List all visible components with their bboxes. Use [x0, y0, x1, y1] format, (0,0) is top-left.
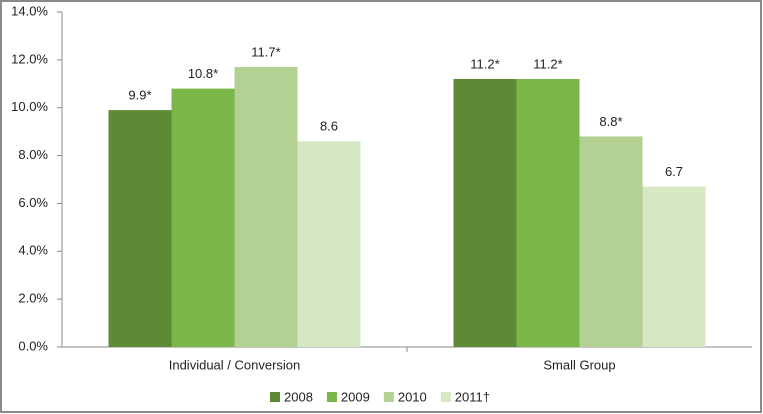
bar: [453, 79, 517, 347]
value-label: 9.9*: [128, 88, 151, 103]
bar: [297, 141, 361, 347]
y-tick-label: 2.0%: [18, 291, 48, 306]
bar: [171, 88, 235, 348]
value-label: 8.6: [320, 119, 338, 134]
bar: [579, 136, 643, 347]
y-tick-label: 8.0%: [18, 147, 48, 162]
bar: [234, 67, 298, 348]
x-tick-label: Small Group: [543, 357, 615, 372]
legend-label: 2008: [284, 389, 313, 404]
legend-label: 2010: [398, 389, 427, 404]
value-label: 11.2*: [470, 56, 499, 71]
y-tick-label: 6.0%: [18, 195, 48, 210]
legend-label: 2009: [341, 389, 370, 404]
value-label: 10.8*: [188, 66, 218, 81]
legend-label: 2011†: [455, 389, 490, 404]
y-tick-label: 12.0%: [11, 51, 48, 66]
bar: [642, 186, 706, 347]
legend-swatch: [326, 392, 337, 402]
y-tick-label: 0.0%: [18, 338, 48, 353]
legend-swatch: [440, 392, 451, 402]
value-label: 8.8*: [599, 114, 622, 129]
y-tick-label: 10.0%: [11, 99, 48, 114]
legend-swatch: [270, 392, 280, 402]
bar: [516, 79, 580, 347]
value-label: 6.7: [665, 164, 683, 179]
value-label: 11.7*: [251, 44, 280, 59]
value-label: 11.2*: [533, 56, 562, 71]
x-tick-label: Individual / Conversion: [169, 357, 301, 372]
y-tick-label: 4.0%: [18, 243, 48, 258]
y-tick-label: 14.0%: [11, 3, 48, 18]
legend-swatch: [383, 392, 394, 402]
bar: [108, 110, 172, 347]
